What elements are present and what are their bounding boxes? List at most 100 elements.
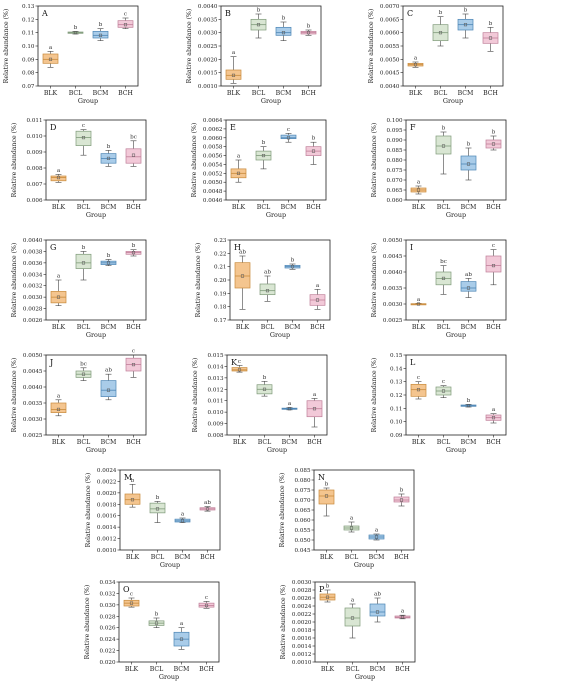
panel-c-ytick-label: 0.0055 bbox=[380, 44, 400, 50]
panel-p-ytick-label: 0.0018 bbox=[292, 628, 312, 634]
panel-d-box-bch: bc bbox=[125, 134, 142, 167]
mean-marker bbox=[131, 363, 136, 367]
panel-g-label: G bbox=[50, 243, 56, 252]
significance-letter: b bbox=[156, 495, 160, 501]
panel-h-xtick-label: BCH bbox=[310, 324, 325, 331]
panel-d-frame bbox=[45, 119, 147, 201]
mean-marker bbox=[73, 31, 78, 35]
significance-letter: a bbox=[288, 401, 292, 407]
panel-e-box-blk: a bbox=[230, 154, 247, 183]
panel-b-ytick-label: 0.0035 bbox=[198, 17, 218, 23]
panel-e-frame bbox=[225, 119, 327, 201]
iqr-box bbox=[149, 502, 166, 514]
panel-c: C 0.0040 0.0045 0.0050 0.0055 0.0060 0.0065 0.0… bbox=[368, 4, 504, 105]
panel-k-xtick-label: BLK bbox=[233, 439, 247, 446]
panel-a: A 0.07 0.08 0.09 0.10 0.11 0.12 0.13 Relative ab… bbox=[3, 4, 139, 105]
panel-n-ytick-label: 0.075 bbox=[294, 488, 310, 494]
panel-o-box-blk: c bbox=[123, 592, 140, 608]
panel-k-box-blk: c bbox=[231, 359, 248, 373]
panel-h-label: H bbox=[234, 243, 241, 252]
panel-m-ytick-label: 0.0022 bbox=[97, 479, 117, 485]
panel-k-box-bcl: b bbox=[256, 375, 273, 397]
panel-k-box-bch: a bbox=[306, 392, 323, 428]
iqr-box bbox=[344, 607, 361, 627]
mean-marker bbox=[154, 621, 159, 625]
mean-marker bbox=[315, 298, 320, 302]
panel-f: F 0.060 0.065 0.070 0.075 0.080 0.085 0.090 0.09… bbox=[371, 118, 507, 219]
panel-p-box-bcm: ab bbox=[369, 592, 386, 623]
panel-d-ylabel: Relative abundance (%) bbox=[11, 123, 18, 198]
mean-marker bbox=[324, 494, 329, 498]
panel-f-label: F bbox=[410, 123, 416, 132]
panel-b-xtick-label: BCL bbox=[252, 90, 266, 97]
mean-marker bbox=[325, 595, 330, 599]
panel-l-ytick-label: 0.09 bbox=[390, 433, 403, 439]
significance-letter: b bbox=[257, 8, 261, 14]
panel-c-box-bcl: b bbox=[432, 10, 449, 47]
panel-g-xtick-label: BCL bbox=[77, 324, 91, 331]
significance-letter: a bbox=[350, 516, 354, 522]
panel-n: N 0.045 0.050 0.055 0.060 0.065 0.070 0.075 0.08… bbox=[279, 468, 415, 569]
panel-a-xtick-label: BCH bbox=[118, 90, 133, 97]
iqr-box bbox=[393, 496, 410, 503]
panel-j-ytick-label: 0.0045 bbox=[23, 369, 43, 375]
panel-n-ytick-label: 0.055 bbox=[294, 528, 310, 534]
panel-c-ytick-label: 0.0040 bbox=[380, 84, 400, 90]
panel-k-ytick-label: 0.013 bbox=[207, 376, 223, 382]
iqr-box bbox=[369, 603, 386, 617]
panel-i-ytick-label: 0.0050 bbox=[383, 238, 403, 244]
mean-marker bbox=[287, 407, 292, 411]
panel-d-ytick-label: 0.007 bbox=[26, 182, 42, 188]
panel-f-ytick-label: 0.075 bbox=[386, 168, 402, 174]
panel-p-box-blk: b bbox=[319, 584, 336, 603]
panel-l-ytick-label: 0.14 bbox=[390, 366, 403, 372]
panel-k-ytick-label: 0.014 bbox=[207, 364, 223, 370]
panel-m-box-bch: ab bbox=[199, 500, 216, 512]
significance-letter: b bbox=[464, 8, 468, 14]
mean-marker bbox=[56, 295, 61, 299]
panel-i-ylabel: Relative abundance (%) bbox=[371, 243, 378, 318]
significance-letter: b bbox=[492, 130, 496, 136]
panel-o-box-bcm: a bbox=[173, 621, 190, 650]
panel-f-xtick-label: BCL bbox=[437, 204, 451, 211]
panel-j-ytick-label: 0.0040 bbox=[23, 385, 43, 391]
significance-letter: c bbox=[205, 595, 208, 601]
panel-a-box-bch: c bbox=[117, 12, 134, 29]
significance-letter: a bbox=[316, 283, 320, 289]
panel-i-xlabel: Group bbox=[446, 331, 466, 339]
panel-n-frame bbox=[313, 469, 415, 551]
mean-marker bbox=[256, 23, 261, 27]
panel-g-xtick-label: BLK bbox=[52, 324, 66, 331]
panel-j: J 0.0025 0.0030 0.0035 0.0040 0.0045 0.0050 Rel… bbox=[11, 349, 147, 454]
mean-marker bbox=[130, 498, 135, 502]
mean-marker bbox=[56, 407, 61, 411]
panel-k-xtick-label: BCM bbox=[282, 439, 298, 446]
panel-c-ytick-label: 0.0060 bbox=[380, 31, 400, 37]
panel-f-ytick-label: 0.080 bbox=[386, 158, 402, 164]
panel-d-box-bcl: c bbox=[75, 123, 92, 156]
panel-p-ytick-label: 0.0014 bbox=[292, 644, 312, 650]
panel-c-ytick-label: 0.0045 bbox=[380, 71, 400, 77]
iqr-box bbox=[280, 134, 297, 140]
panel-m-xtick-label: BCM bbox=[175, 554, 191, 561]
panel-o-ylabel: Relative abundance (%) bbox=[84, 585, 91, 660]
panel-h-ytick-label: 0.19 bbox=[214, 291, 227, 297]
panel-j-xlabel: Group bbox=[86, 446, 106, 454]
panel-l-ytick-label: 0.15 bbox=[390, 353, 403, 359]
panel-a-box-blk: a bbox=[42, 45, 59, 68]
panel-c-ytick-label: 0.0070 bbox=[380, 4, 400, 10]
panel-b-ytick-label: 0.0015 bbox=[198, 71, 218, 77]
panel-h-ytick-label: 0.20 bbox=[214, 278, 227, 284]
panel-c-xtick-label: BCH bbox=[483, 90, 498, 97]
panel-g-box-blk: a bbox=[50, 274, 67, 307]
mean-marker bbox=[374, 535, 379, 539]
panel-m-box-bcm: a bbox=[174, 512, 191, 523]
significance-letter: c bbox=[124, 12, 127, 18]
iqr-box bbox=[75, 130, 92, 146]
panel-m: M 0.0010 0.0012 0.0014 0.0016 0.0018 0.0020 0.0… bbox=[85, 468, 221, 569]
panel-a-box-bcl: b bbox=[67, 25, 84, 35]
panel-o: O 0.020 0.022 0.024 0.026 0.028 0.030 0.032 0.03… bbox=[84, 580, 220, 681]
panel-h-ytick-label: 0.17 bbox=[214, 318, 227, 324]
significance-letter: b bbox=[132, 243, 136, 249]
panel-m-xtick-label: BLK bbox=[126, 554, 140, 561]
